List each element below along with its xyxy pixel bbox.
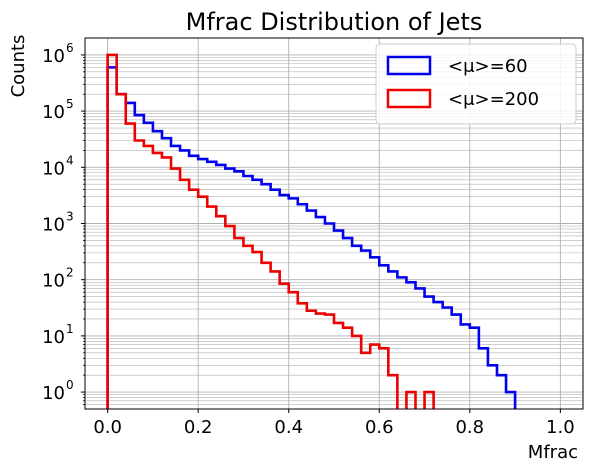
x-tick-label: 0.2 [184, 417, 213, 438]
y-tick-label: 10 [42, 215, 65, 236]
x-tick-label: 0.6 [365, 417, 394, 438]
legend-swatch-mu200 [386, 88, 432, 109]
y-tick-exponent: 3 [66, 210, 74, 224]
legend-label-mu60: <μ>=60 [448, 56, 528, 77]
histogram-series-0 [106, 66, 517, 409]
x-tick-label: 1.0 [546, 417, 575, 438]
x-tick-label: 0.8 [455, 417, 484, 438]
y-tick-label: 10 [42, 383, 65, 404]
y-axis-label: Counts [8, 35, 29, 98]
y-tick-exponent: 6 [66, 41, 74, 55]
y-tick-label: 10 [42, 102, 65, 123]
y-tick-exponent: 2 [66, 266, 74, 280]
y-tick-label: 10 [42, 327, 65, 348]
legend-label-mu200: <μ>=200 [448, 89, 539, 110]
x-tick-label: 0.4 [274, 417, 303, 438]
x-tick-label: 0.0 [93, 417, 122, 438]
legend: <μ>=60 <μ>=200 [375, 43, 577, 125]
legend-swatch-mu60 [386, 55, 432, 76]
y-tick-label: 10 [42, 158, 65, 179]
y-tick-label: 10 [42, 46, 65, 67]
y-tick-label: 10 [42, 271, 65, 292]
y-tick-exponent: 1 [66, 322, 74, 336]
x-axis-label: Mfrac [528, 442, 578, 463]
y-tick-exponent: 5 [66, 97, 74, 111]
y-tick-exponent: 0 [66, 378, 74, 392]
x-axis: 0.0 0.2 0.4 0.6 0.8 1.0 [93, 409, 575, 438]
chart-title: Mfrac Distribution of Jets [186, 8, 483, 36]
series-layer [106, 53, 517, 409]
y-tick-exponent: 4 [66, 153, 74, 167]
legend-box [375, 43, 577, 125]
histogram-series-1 [106, 53, 435, 409]
